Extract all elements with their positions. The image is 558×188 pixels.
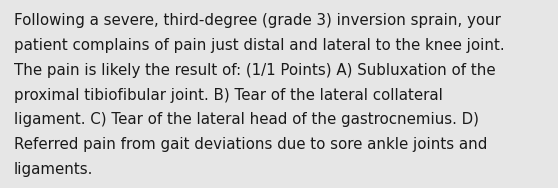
Text: ligaments.: ligaments.: [14, 162, 93, 177]
Text: Referred pain from gait deviations due to sore ankle joints and: Referred pain from gait deviations due t…: [14, 137, 487, 152]
Text: Following a severe, third-degree (grade 3) inversion sprain, your: Following a severe, third-degree (grade …: [14, 13, 501, 28]
Text: The pain is likely the result of: (1/1 Points) A) Subluxation of the: The pain is likely the result of: (1/1 P…: [14, 63, 496, 78]
Text: proximal tibiofibular joint. B) Tear of the lateral collateral: proximal tibiofibular joint. B) Tear of …: [14, 88, 443, 103]
Text: patient complains of pain just distal and lateral to the knee joint.: patient complains of pain just distal an…: [14, 38, 504, 53]
Text: ligament. C) Tear of the lateral head of the gastrocnemius. D): ligament. C) Tear of the lateral head of…: [14, 112, 479, 127]
